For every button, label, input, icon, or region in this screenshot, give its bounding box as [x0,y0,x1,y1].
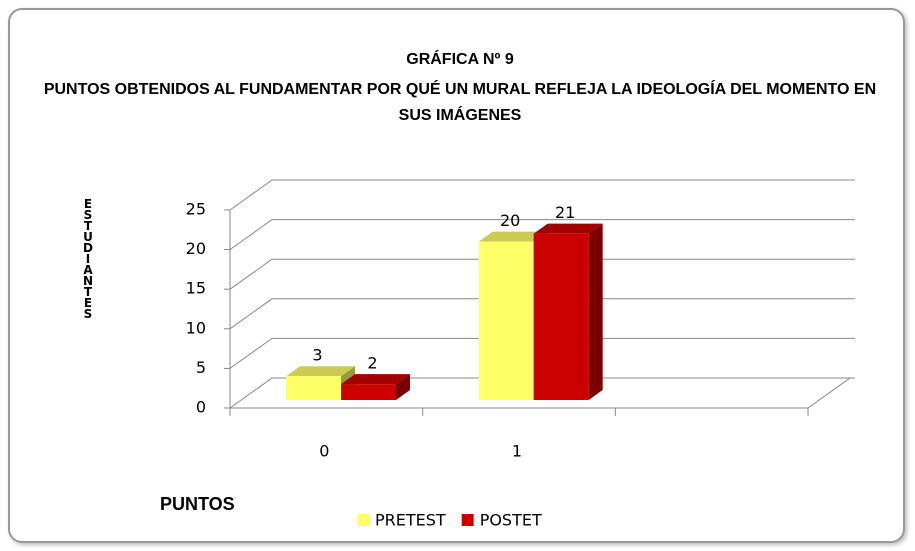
bar-front [341,384,396,400]
chart-frame [8,8,905,543]
bar [341,374,410,400]
bar-side [396,374,410,400]
bar-top [478,231,548,242]
y-tick-label: 0 [196,398,206,417]
y-tick-label: 25 [186,200,206,219]
legend-label: PRETEST [375,511,446,530]
y-axis-label: ESTUDIANTES [81,197,95,318]
bar-side [588,223,603,400]
bar-front [533,233,589,400]
bar-top [533,223,603,234]
legend-swatch [461,514,474,526]
data-label: 20 [500,211,520,230]
x-tick-label: 1 [512,442,522,461]
y-tick-label: 15 [186,279,206,298]
y-tick-label: 10 [186,318,206,337]
x-axis-label: PUNTOS [160,494,235,514]
grid-line [229,377,855,409]
chart-title: GRÁFICA Nº 9 [406,51,514,68]
data-label: 21 [555,203,575,222]
bar-top [286,366,355,377]
legend-label: POSTET [480,511,542,530]
grid-line [229,337,855,369]
legend-swatch [357,514,369,526]
data-label: 2 [367,354,377,373]
data-label: 3 [312,346,322,365]
bar [533,223,603,400]
grid-line [229,298,855,330]
x-tick-label: 0 [319,442,329,461]
chart-subtitle: PUNTOS OBTENIDOS AL FUNDAMENTAR POR QUÉ … [43,81,877,124]
bar-top [341,374,410,385]
bar-front [286,376,341,400]
grid-line [229,219,855,251]
grid-line [229,258,855,290]
grid-line [229,179,855,211]
bar-front [478,241,534,400]
y-tick-label: 5 [196,358,206,377]
y-tick-label: 20 [186,239,206,258]
